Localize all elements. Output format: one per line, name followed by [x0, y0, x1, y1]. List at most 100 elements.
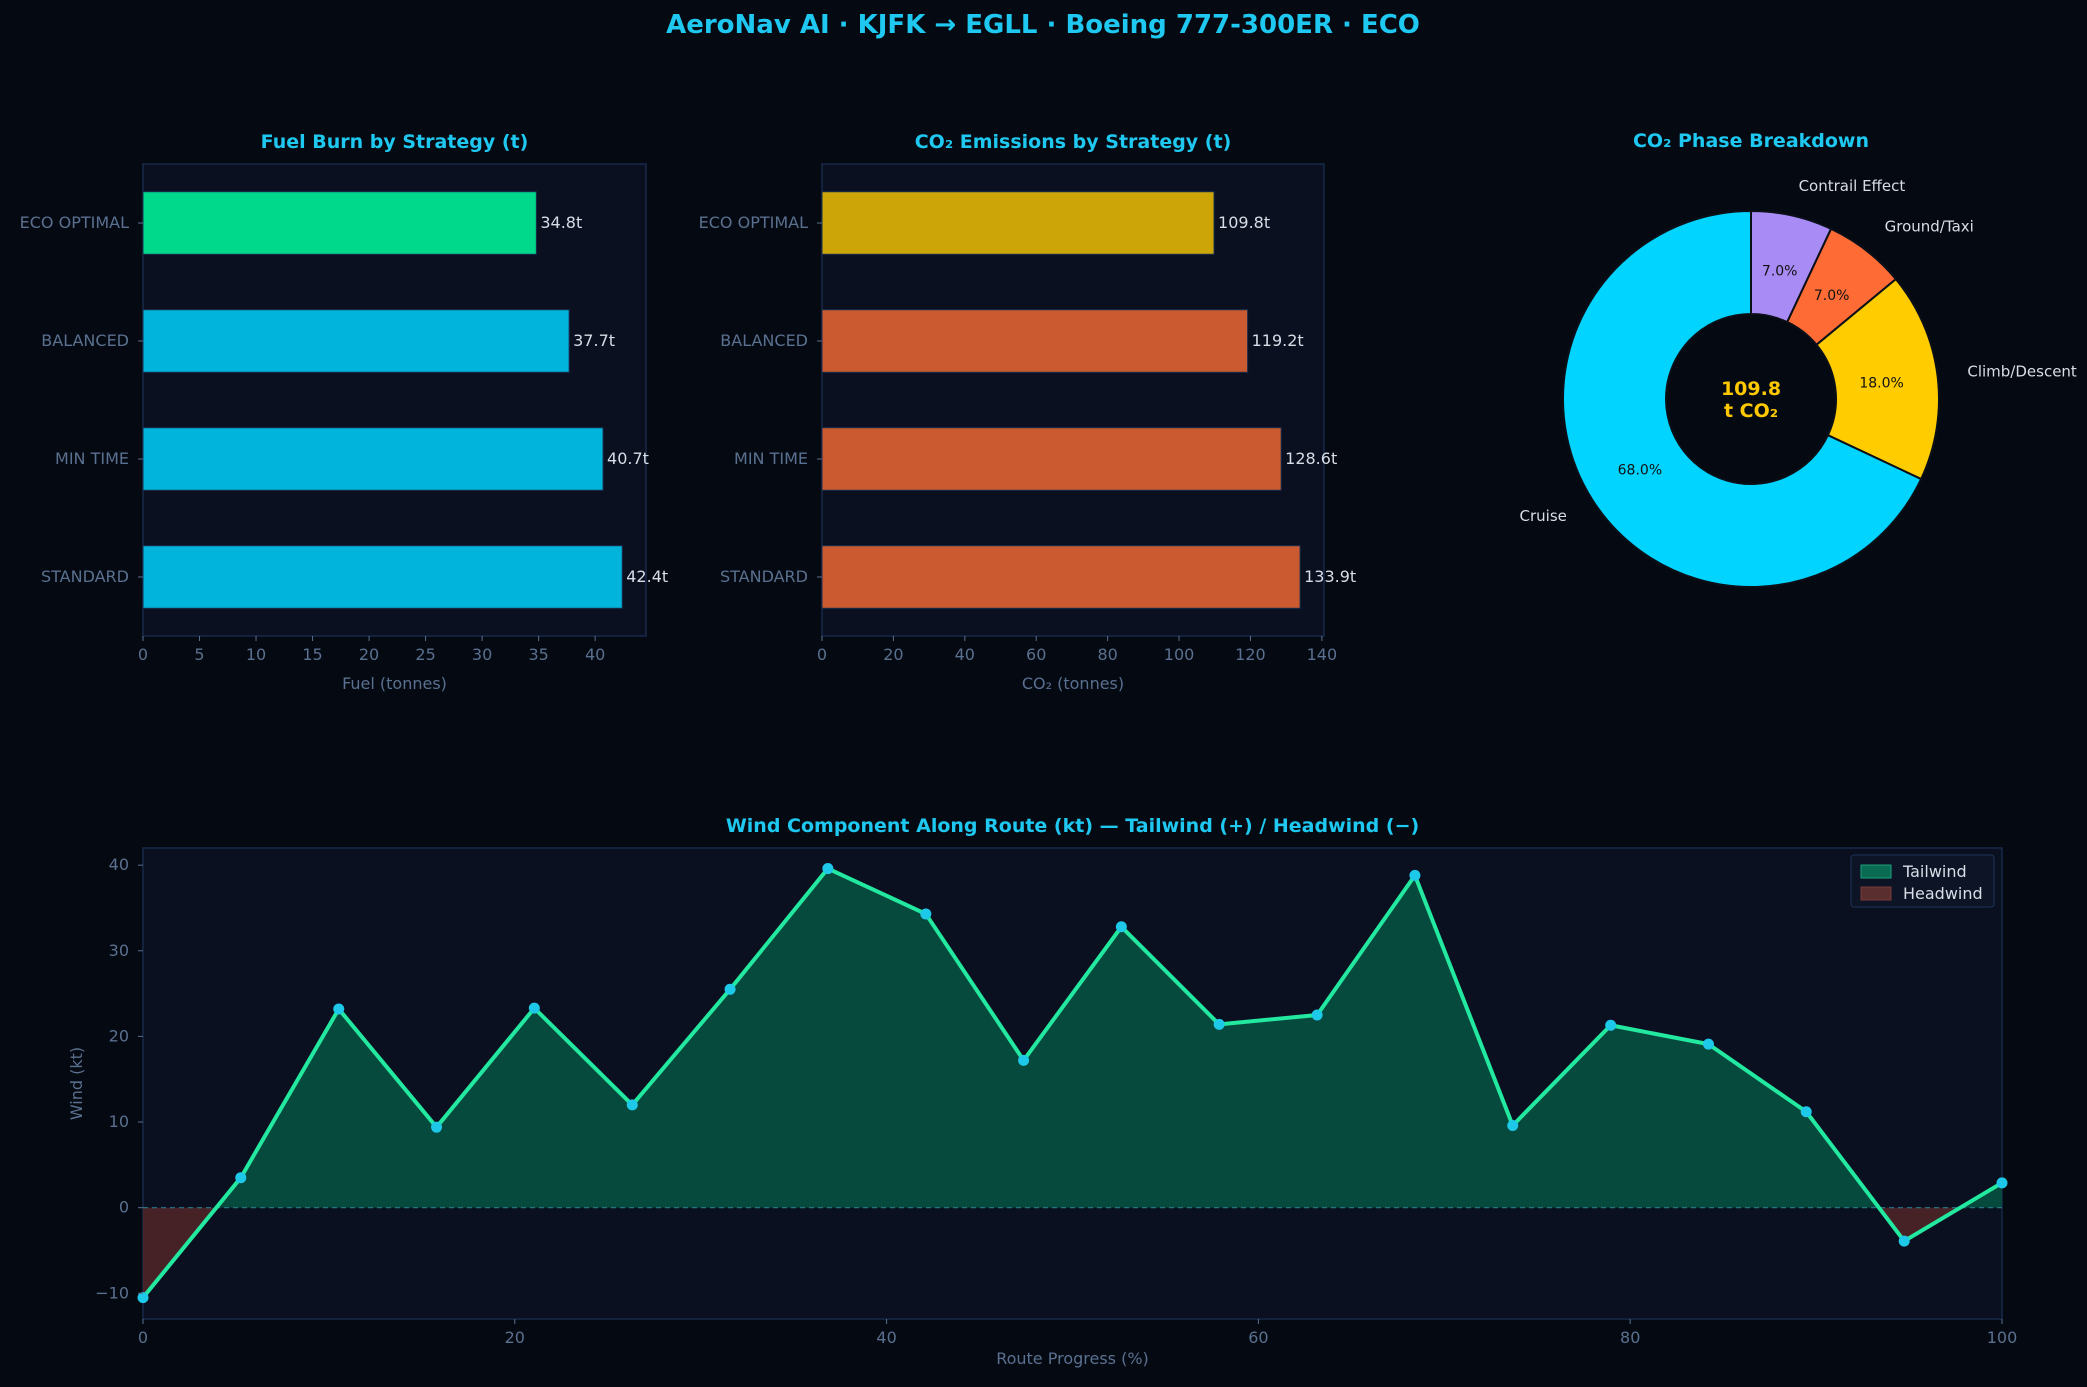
fuel-title: Fuel Burn by Strategy (t)	[261, 131, 529, 153]
pie-slice-label: Contrail Effect	[1799, 177, 1906, 195]
fuel-category-label: MIN TIME	[55, 449, 129, 468]
co2-xtick-label: 120	[1235, 645, 1266, 664]
co2-value-label: 133.9t	[1304, 567, 1356, 586]
fuel-category-label: STANDARD	[41, 567, 129, 586]
co2-bar	[821, 545, 1301, 609]
legend-swatch	[1860, 886, 1892, 901]
pie-slice	[1562, 209, 1923, 588]
co2-xlabel: CO₂ (tonnes)	[1022, 674, 1124, 693]
pie-title: CO₂ Phase Breakdown	[1633, 130, 1869, 152]
co2-bar	[821, 309, 1249, 373]
wind-point	[431, 1121, 443, 1133]
co2-emissions-chart: CO₂ Emissions by Strategy (t) 109.8t ECO O…	[699, 131, 1357, 693]
wind-ytick-label: 40	[109, 855, 129, 874]
wind-xtick-label: 60	[1248, 1328, 1268, 1347]
fuel-bar	[142, 545, 623, 609]
pie-slice-label: Climb/Descent	[1967, 363, 2077, 381]
wind-xtick-label: 20	[505, 1328, 525, 1347]
co2-category-label: MIN TIME	[734, 449, 808, 468]
fuel-value-label: 42.4t	[626, 567, 668, 586]
co2-xtick-label: 20	[883, 645, 903, 664]
wind-ylabel: Wind (kt)	[67, 1047, 86, 1120]
wind-title: Wind Component Along Route (kt) — Tailwi…	[726, 815, 1419, 837]
fuel-xtick-label: 30	[472, 645, 492, 664]
wind-point	[1996, 1177, 2008, 1189]
wind-point	[1311, 1009, 1323, 1021]
fuel-xtick-label: 0	[138, 645, 148, 664]
wind-xtick-label: 100	[1987, 1328, 2018, 1347]
wind-point	[1115, 921, 1127, 933]
co2-value-label: 119.2t	[1252, 331, 1304, 350]
wind-line	[141, 866, 2004, 1299]
co2-xtick-label: 0	[817, 645, 827, 664]
pie-pct-label: 18.0%	[1859, 376, 1903, 392]
legend-swatch	[1860, 864, 1892, 879]
co2-category-label: STANDARD	[720, 567, 808, 586]
wind-ytick-label: −10	[95, 1283, 129, 1302]
fuel-bar	[142, 309, 570, 373]
fuel-value-label: 37.7t	[573, 331, 615, 350]
fuel-value-label: 40.7t	[607, 449, 649, 468]
fuel-category-label: ECO OPTIMAL	[20, 213, 129, 232]
legend-label: Tailwind	[1902, 862, 1967, 881]
pie-slice-label: Ground/Taxi	[1885, 218, 1974, 236]
co2-title: CO₂ Emissions by Strategy (t)	[915, 131, 1232, 153]
fuel-xtick-label: 35	[528, 645, 548, 664]
wind-point	[137, 1292, 149, 1304]
wind-point	[1213, 1018, 1225, 1030]
co2-xtick-label: 40	[955, 645, 975, 664]
wind-ytick-label: 10	[109, 1112, 129, 1131]
wind-point	[1018, 1054, 1030, 1066]
co2-xtick-label: 80	[1097, 645, 1117, 664]
wind-point	[1702, 1038, 1714, 1050]
co2-phase-donut-chart: CO₂ Phase Breakdown 7.0% Contrail Effect 7.…	[1520, 130, 2077, 588]
legend-label: Headwind	[1903, 884, 1983, 903]
pie-slice-label: Cruise	[1520, 507, 1567, 525]
co2-bar	[821, 191, 1215, 255]
fuel-xtick-label: 25	[415, 645, 435, 664]
fuel-value-label: 34.8t	[540, 213, 582, 232]
fuel-xtick-label: 5	[194, 645, 204, 664]
pie-slice	[1815, 277, 1940, 481]
wind-xlabel: Route Progress (%)	[996, 1349, 1149, 1368]
pie-center-value: 109.8	[1721, 378, 1781, 400]
co2-category-label: BALANCED	[720, 331, 808, 350]
wind-point	[1898, 1235, 1910, 1247]
wind-point	[1605, 1019, 1617, 1031]
wind-xtick-label: 40	[876, 1328, 896, 1347]
co2-xtick-label: 60	[1026, 645, 1046, 664]
wind-xtick-label: 80	[1620, 1328, 1640, 1347]
wind-point	[724, 983, 736, 995]
wind-point	[1800, 1106, 1812, 1118]
wind-ytick-label: 20	[109, 1026, 129, 1045]
fuel-xtick-label: 15	[302, 645, 322, 664]
fuel-xtick-label: 10	[246, 645, 266, 664]
fuel-xlabel: Fuel (tonnes)	[342, 674, 447, 693]
wind-point	[528, 1002, 540, 1014]
wind-point	[626, 1099, 638, 1111]
wind-ytick-label: 0	[119, 1198, 129, 1217]
fuel-bar	[142, 191, 537, 255]
fuel-bar	[142, 427, 604, 491]
wind-point	[235, 1172, 247, 1184]
pie-pct-label: 7.0%	[1814, 288, 1850, 304]
wind-point	[822, 863, 834, 875]
wind-legend: Tailwind Headwind	[1850, 854, 1995, 908]
wind-ytick-label: 30	[109, 941, 129, 960]
co2-bar	[821, 427, 1282, 491]
wind-point	[1409, 869, 1421, 881]
wind-point	[333, 1003, 345, 1015]
co2-xtick-label: 100	[1164, 645, 1195, 664]
fuel-category-label: BALANCED	[41, 331, 129, 350]
wind-point	[920, 908, 932, 920]
co2-category-label: ECO OPTIMAL	[699, 213, 808, 232]
pie-center-hole	[1667, 315, 1835, 483]
fuel-xtick-label: 40	[585, 645, 605, 664]
tailwind-area	[216, 868, 1879, 1208]
co2-value-label: 128.6t	[1285, 449, 1337, 468]
dashboard-title: AeroNav AI · KJFK → EGLL · Boeing 777-30…	[666, 10, 1420, 40]
pie-center-unit: t CO₂	[1724, 400, 1778, 422]
co2-xtick-label: 140	[1307, 645, 1338, 664]
wind-xtick-label: 0	[138, 1328, 148, 1347]
